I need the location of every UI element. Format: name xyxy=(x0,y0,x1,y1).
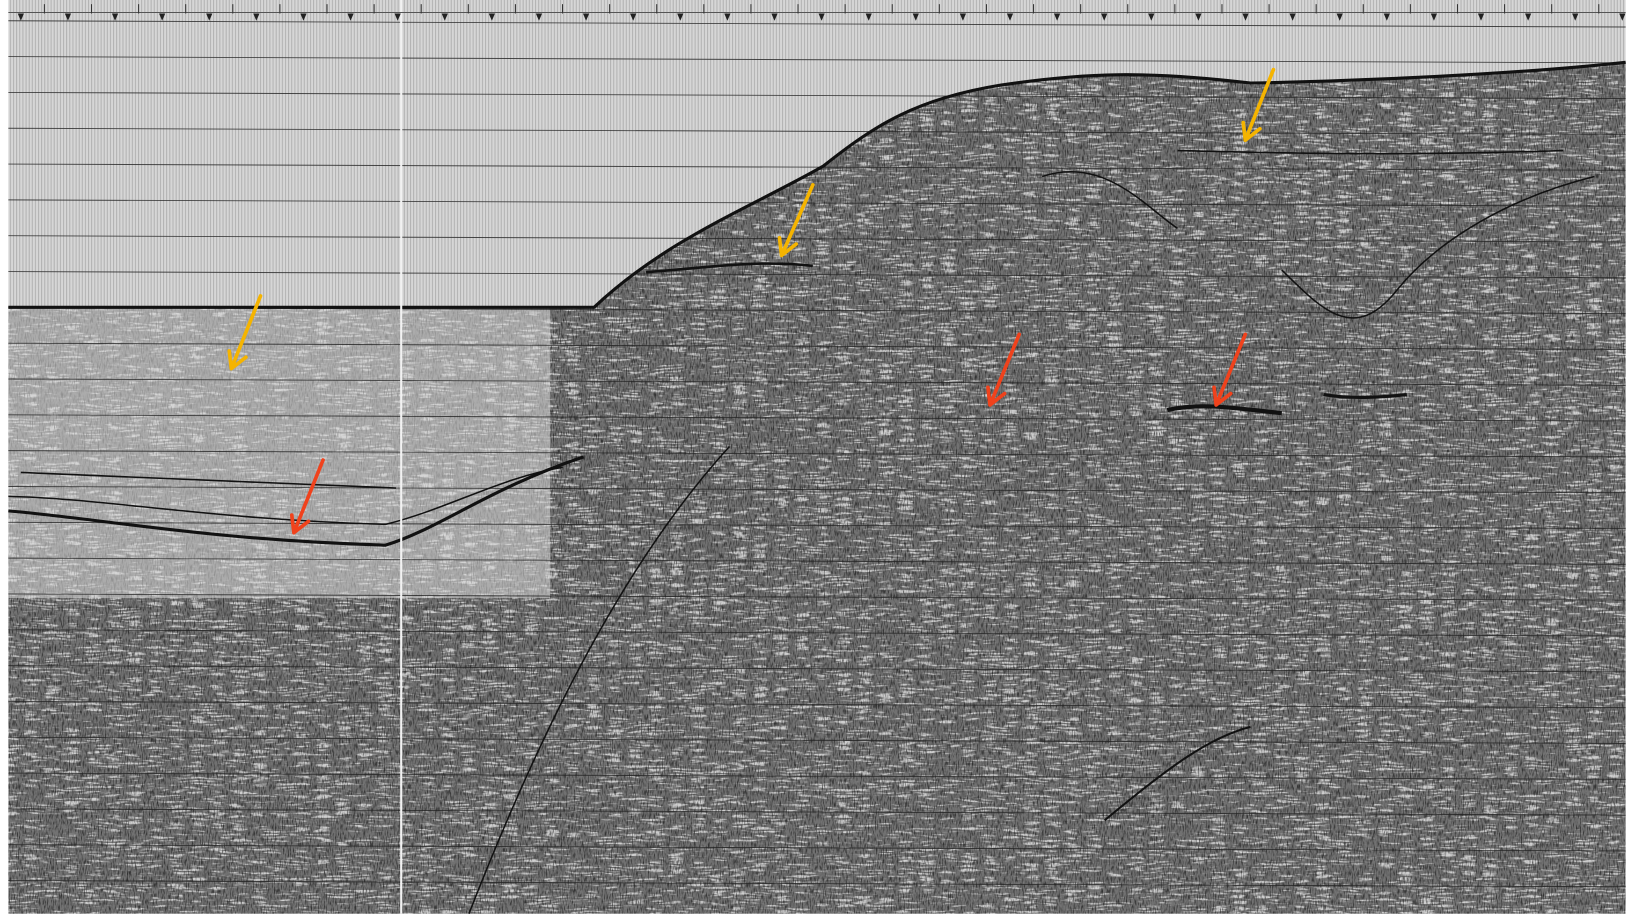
seismic-section xyxy=(0,0,1634,920)
page: (() => { const data = JSON.parse(documen… xyxy=(0,0,1634,920)
